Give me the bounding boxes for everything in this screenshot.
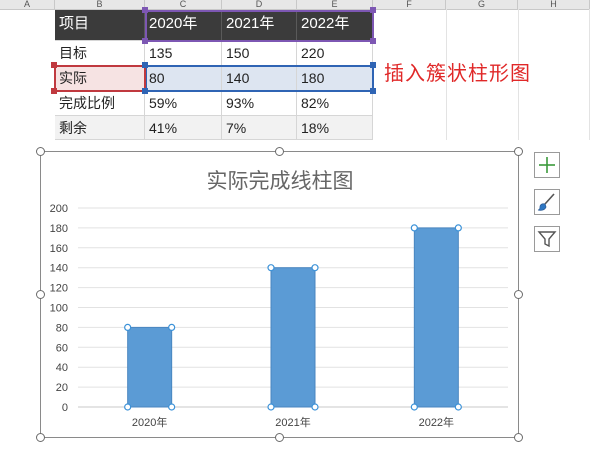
table-row-label[interactable]: 完成比例 bbox=[55, 91, 145, 116]
range-resize-handle[interactable] bbox=[142, 62, 148, 68]
bar-selection-handle[interactable] bbox=[311, 264, 319, 272]
column-header-strip: A B C D E F G H bbox=[0, 0, 590, 10]
bar[interactable] bbox=[413, 227, 459, 408]
y-tick-label: 40 bbox=[56, 362, 68, 374]
range-resize-handle[interactable] bbox=[370, 7, 376, 13]
chart-filters-button[interactable] bbox=[534, 226, 560, 252]
chart-resize-handle[interactable] bbox=[275, 147, 284, 156]
chart-title[interactable]: 实际完成线柱图 bbox=[207, 170, 354, 193]
range-resize-handle[interactable] bbox=[142, 7, 148, 13]
bar-selection-handle[interactable] bbox=[267, 403, 275, 411]
chart-area[interactable]: 实际完成线柱图 0 20 40 60 80 100 120 140 160 180 200 2020… bbox=[40, 151, 519, 438]
x-axis-tick-labels: 2020年 2021年 2022年 bbox=[132, 415, 454, 429]
table-cell[interactable]: 140 bbox=[222, 66, 297, 91]
y-tick-label: 80 bbox=[56, 322, 68, 334]
bar-selection-handle[interactable] bbox=[168, 323, 176, 331]
chart-resize-handle[interactable] bbox=[36, 433, 45, 442]
y-axis-tick-labels: 0 20 40 60 80 100 120 140 160 180 200 bbox=[50, 203, 68, 414]
table-cell[interactable]: 135 bbox=[145, 41, 222, 66]
gridline bbox=[518, 9, 519, 140]
table-cell[interactable]: 150 bbox=[222, 41, 297, 66]
chart-elements-plus-icon bbox=[539, 157, 555, 173]
chart-resize-handle[interactable] bbox=[514, 290, 523, 299]
chart-styles-button[interactable] bbox=[534, 189, 560, 215]
table-cell[interactable]: 18% bbox=[297, 116, 373, 140]
table-header-cell[interactable]: 2022年 bbox=[297, 10, 373, 41]
chart-styles-brush-icon bbox=[537, 193, 555, 211]
table-header-cell[interactable]: 项目 bbox=[55, 10, 145, 41]
y-tick-label: 140 bbox=[50, 263, 68, 275]
range-resize-handle[interactable] bbox=[370, 38, 376, 44]
bar-series[interactable] bbox=[124, 224, 462, 411]
table-cell[interactable]: 41% bbox=[145, 116, 222, 140]
gridline bbox=[446, 9, 447, 140]
chart-resize-handle[interactable] bbox=[514, 433, 523, 442]
y-tick-label: 120 bbox=[50, 283, 68, 295]
instruction-annotation: 插入簇状柱形图 bbox=[384, 63, 531, 85]
table-cell[interactable]: 59% bbox=[145, 91, 222, 116]
table-header-cell[interactable]: 2021年 bbox=[222, 10, 297, 41]
table-row-label[interactable]: 目标 bbox=[55, 41, 145, 66]
bar-selection-handle[interactable] bbox=[410, 224, 418, 232]
range-resize-handle[interactable] bbox=[51, 62, 57, 68]
y-tick-label: 20 bbox=[56, 382, 68, 394]
bar-selection-handle[interactable] bbox=[267, 264, 275, 272]
table-cell[interactable]: 180 bbox=[297, 66, 373, 91]
range-resize-handle[interactable] bbox=[370, 88, 376, 94]
table-cell[interactable]: 7% bbox=[222, 116, 297, 140]
table-row-label[interactable]: 剩余 bbox=[55, 116, 145, 140]
y-tick-label: 60 bbox=[56, 342, 68, 354]
x-tick-label: 2022年 bbox=[419, 415, 454, 429]
table-cell[interactable]: 93% bbox=[222, 91, 297, 116]
chart-resize-handle[interactable] bbox=[275, 433, 284, 442]
table-row-label[interactable]: 实际 bbox=[55, 66, 145, 91]
chart-elements-button[interactable] bbox=[534, 152, 560, 178]
x-tick-label: 2020年 bbox=[132, 415, 167, 429]
column-header-d[interactable]: D bbox=[222, 0, 297, 9]
x-tick-label: 2021年 bbox=[275, 415, 310, 429]
table-header-cell[interactable]: 2020年 bbox=[145, 10, 222, 41]
bar-selection-handle[interactable] bbox=[124, 323, 132, 331]
column-header-e[interactable]: E bbox=[297, 0, 373, 9]
column-header-f[interactable]: F bbox=[373, 0, 446, 9]
chart-filter-funnel-icon bbox=[537, 231, 557, 248]
bar-selection-handle[interactable] bbox=[410, 403, 418, 411]
table-cell[interactable]: 82% bbox=[297, 91, 373, 116]
bar-selection-handle[interactable] bbox=[454, 224, 462, 232]
column-header-c[interactable]: C bbox=[145, 0, 222, 9]
bar-selection-handle[interactable] bbox=[311, 403, 319, 411]
bar-selection-handle[interactable] bbox=[124, 403, 132, 411]
column-header-a[interactable]: A bbox=[0, 0, 55, 9]
chart-resize-handle[interactable] bbox=[36, 290, 45, 299]
y-tick-label: 160 bbox=[50, 243, 68, 255]
column-header-b[interactable]: B bbox=[55, 0, 145, 9]
range-resize-handle[interactable] bbox=[142, 38, 148, 44]
bar-selection-handle[interactable] bbox=[168, 403, 176, 411]
bar[interactable] bbox=[127, 326, 173, 408]
y-tick-label: 100 bbox=[50, 303, 68, 315]
bar[interactable] bbox=[270, 267, 316, 408]
table-cell[interactable]: 220 bbox=[297, 41, 373, 66]
bar-chart: 实际完成线柱图 0 20 40 60 80 100 120 140 160 180 200 2020… bbox=[50, 170, 508, 429]
y-tick-label: 0 bbox=[62, 402, 68, 414]
chart-resize-handle[interactable] bbox=[36, 147, 45, 156]
column-header-h[interactable]: H bbox=[518, 0, 590, 9]
bar-selection-handle[interactable] bbox=[454, 403, 462, 411]
chart-resize-handle[interactable] bbox=[514, 147, 523, 156]
range-resize-handle[interactable] bbox=[370, 62, 376, 68]
range-resize-handle[interactable] bbox=[51, 88, 57, 94]
y-tick-label: 180 bbox=[50, 223, 68, 235]
column-header-g[interactable]: G bbox=[446, 0, 518, 9]
table-cell[interactable]: 80 bbox=[145, 66, 222, 91]
y-tick-label: 200 bbox=[50, 203, 68, 215]
range-resize-handle[interactable] bbox=[142, 88, 148, 94]
